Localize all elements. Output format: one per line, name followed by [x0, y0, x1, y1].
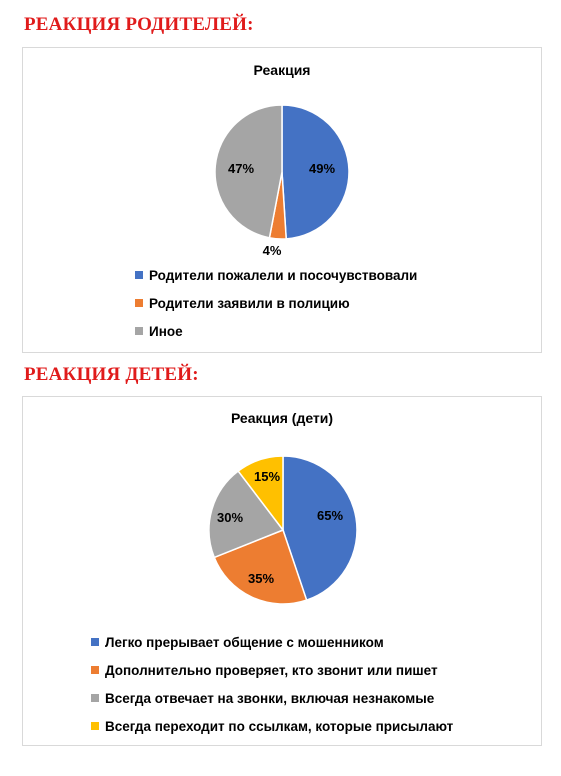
slice-label-1: 65% [317, 508, 343, 523]
pie-slice-3 [214, 104, 283, 239]
legend-swatch [135, 271, 143, 279]
parents-chart-box: Реакция 49% 4% 47% Родители пожалели и пос… [22, 47, 542, 353]
legend-label: Всегда переходит по ссылкам, которые при… [105, 719, 454, 734]
legend-item: Родители заявили в полицию [135, 296, 350, 312]
legend-item: Дополнительно проверяет, кто звонит или … [91, 663, 438, 679]
slice-label-3: 47% [228, 161, 254, 176]
legend-item: Родители пожалели и посочувствовали [135, 268, 417, 284]
legend-swatch [91, 638, 99, 646]
legend-label: Дополнительно проверяет, кто звонит или … [105, 663, 438, 678]
legend-label: Родители заявили в полицию [149, 296, 350, 311]
legend-item: Всегда переходит по ссылкам, которые при… [91, 719, 453, 735]
legend-item: Всегда отвечает на звонки, включая незна… [91, 691, 434, 707]
pie-slice-4 [237, 455, 284, 533]
slice-label-2: 35% [248, 571, 274, 586]
legend-swatch [135, 299, 143, 307]
parents-section-heading: РЕАКЦИЯ РОДИТЕЛЕЙ: [24, 14, 254, 35]
slice-label-2: 4% [263, 243, 282, 258]
children-section-heading: РЕАКЦИЯ ДЕТЕЙ: [24, 364, 199, 385]
legend-swatch [91, 694, 99, 702]
chart-title: Реакция [253, 62, 311, 78]
children-chart-box: Реакция (дети) 65% 35% 30% 15% Легко прерыв… [22, 396, 542, 746]
chart-title: Реакция (дети) [230, 410, 334, 426]
legend-label: Иное [149, 324, 183, 339]
legend-item: Иное [135, 324, 183, 340]
legend-swatch [91, 722, 99, 730]
slice-label-4: 15% [254, 469, 280, 484]
slice-label-3: 30% [217, 510, 243, 525]
legend-swatch [135, 327, 143, 335]
pie-slice-3 [208, 470, 285, 559]
legend-item: Легко прерывает общение с мошенником [91, 635, 384, 651]
legend-label: Всегда отвечает на звонки, включая незна… [105, 691, 435, 706]
pie-slice-1 [282, 455, 358, 602]
children-pie-chart: 65% 35% 30% 15% [208, 455, 358, 605]
slice-label-1: 49% [309, 161, 335, 176]
legend-label: Легко прерывает общение с мошенником [105, 635, 384, 650]
parents-pie-chart: 49% 4% 47% [214, 104, 350, 258]
legend-label: Родители пожалели и посочувствовали [149, 268, 418, 283]
pie-slice-1 [281, 104, 350, 240]
legend-swatch [91, 666, 99, 674]
